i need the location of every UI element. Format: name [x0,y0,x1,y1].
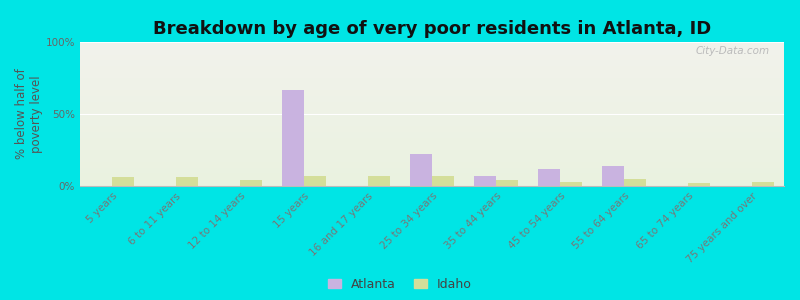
Bar [304,176,326,186]
Bar [112,177,134,186]
Bar [282,89,304,186]
Legend: Atlanta, Idaho: Atlanta, Idaho [328,278,472,291]
Bar [602,166,624,186]
Bar [496,180,518,186]
Title: Breakdown by age of very poor residents in Atlanta, ID: Breakdown by age of very poor residents … [153,20,711,38]
Bar [240,180,262,186]
Bar [410,154,432,186]
Bar [368,176,390,186]
Text: City-Data.com: City-Data.com [696,46,770,56]
Bar [752,182,774,186]
Bar [624,179,646,186]
Bar [176,177,198,186]
Bar [474,176,496,186]
Bar [432,176,454,186]
Bar [560,182,582,186]
Y-axis label: % below half of
poverty level: % below half of poverty level [15,69,43,159]
Bar [688,183,710,186]
Bar [538,169,560,186]
